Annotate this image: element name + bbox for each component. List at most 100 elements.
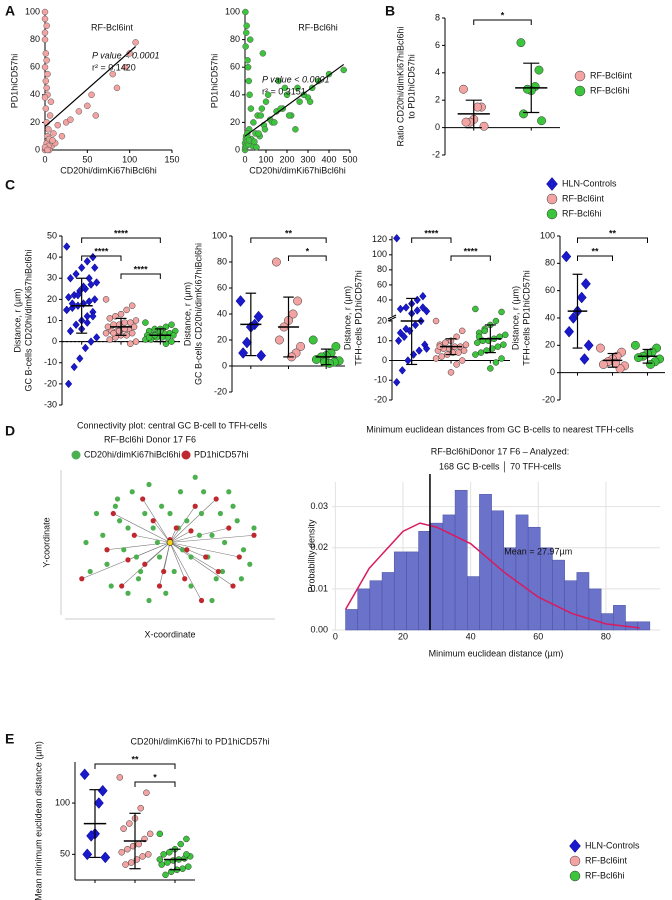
- x-tick-label: 20: [398, 631, 408, 641]
- y-axis-label: Distance, r (µm): [182, 282, 192, 346]
- cell: [159, 503, 165, 509]
- point: [41, 15, 49, 23]
- dot: [74, 290, 82, 300]
- dot: [432, 355, 440, 362]
- significance-label: ****: [464, 246, 479, 256]
- x-tick-label: 50: [82, 154, 92, 164]
- point: [244, 57, 251, 64]
- x-tick-label: 0: [333, 631, 338, 641]
- point: [45, 126, 52, 133]
- cell: [215, 568, 221, 575]
- dot: [82, 848, 93, 861]
- dot: [438, 353, 445, 360]
- cell: [129, 489, 135, 495]
- point: [275, 77, 282, 85]
- dot: [568, 312, 579, 324]
- dot: [633, 353, 643, 363]
- cell: [156, 583, 163, 589]
- dot: [481, 327, 488, 335]
- dot: [87, 337, 95, 346]
- cell: [196, 532, 202, 538]
- point: [41, 63, 49, 71]
- cell: [238, 576, 244, 582]
- point: [258, 105, 266, 112]
- chart-title: RF-Bcl6int: [91, 22, 134, 32]
- point: [340, 66, 347, 74]
- dot: [160, 851, 167, 858]
- dot: [458, 357, 466, 364]
- point: [92, 112, 100, 119]
- dot: [78, 263, 86, 272]
- dot: [85, 297, 93, 306]
- dot: [561, 250, 572, 263]
- y-axis-label: Distance, r (µm): [510, 286, 520, 350]
- dot: [331, 342, 341, 351]
- dot: [413, 306, 421, 315]
- connection: [159, 542, 171, 587]
- point: [42, 77, 50, 85]
- cell: [100, 532, 106, 538]
- y-tick-label: 60: [30, 62, 40, 72]
- dot: [404, 356, 412, 365]
- point: [264, 91, 272, 99]
- legend-marker: [574, 85, 586, 97]
- legend-marker: [546, 208, 558, 220]
- cell: [180, 547, 186, 553]
- significance-bracket: [450, 255, 491, 261]
- point: [243, 22, 250, 30]
- cell: [192, 503, 198, 509]
- y-tick-label: 10: [47, 315, 57, 325]
- dot: [87, 280, 95, 289]
- dot: [519, 109, 528, 119]
- cell: [217, 510, 223, 517]
- dot: [494, 343, 502, 350]
- cell: [146, 481, 152, 488]
- dot: [127, 859, 135, 866]
- bar: [381, 572, 395, 631]
- dot: [139, 853, 146, 860]
- dot: [393, 377, 401, 387]
- dot: [235, 295, 246, 307]
- point: [306, 98, 314, 105]
- significance-label: ****: [114, 228, 129, 238]
- cell: [114, 496, 121, 502]
- bar: [637, 621, 651, 631]
- cell: [173, 525, 179, 531]
- significance-bracket: [250, 237, 327, 243]
- cell: [188, 528, 194, 534]
- axis-break-mark: [387, 314, 397, 320]
- dot: [166, 849, 173, 856]
- cell: [240, 547, 247, 553]
- point: [47, 98, 55, 105]
- legend-label: PD1hiCD57hi: [194, 449, 249, 459]
- legend-marker: [569, 855, 581, 867]
- y-tick-label: 6: [435, 40, 440, 50]
- x-tick-label: 60: [533, 631, 543, 641]
- point: [250, 119, 257, 126]
- cell: [184, 547, 190, 553]
- point: [58, 132, 66, 140]
- point: [246, 91, 253, 99]
- dot: [630, 340, 640, 350]
- x-tick-label: 0: [242, 154, 247, 164]
- dot: [66, 273, 75, 283]
- connection: [169, 542, 202, 601]
- y-tick-label: 60: [230, 62, 240, 72]
- dot: [91, 263, 99, 272]
- significance-label: ****: [424, 228, 439, 238]
- significance-label: *: [306, 246, 310, 256]
- y-tick-label: 40: [47, 252, 57, 262]
- dot: [156, 856, 164, 863]
- cell: [146, 597, 152, 604]
- bar: [503, 547, 517, 631]
- y-tick-label: -2: [432, 149, 440, 159]
- y-tick-label: 40: [545, 312, 555, 322]
- point: [43, 22, 50, 30]
- dot: [128, 302, 136, 309]
- dot: [419, 303, 427, 312]
- cell: [192, 474, 198, 480]
- point: [84, 102, 91, 110]
- bar: [357, 588, 371, 631]
- dot: [183, 835, 190, 843]
- bar: [600, 613, 614, 631]
